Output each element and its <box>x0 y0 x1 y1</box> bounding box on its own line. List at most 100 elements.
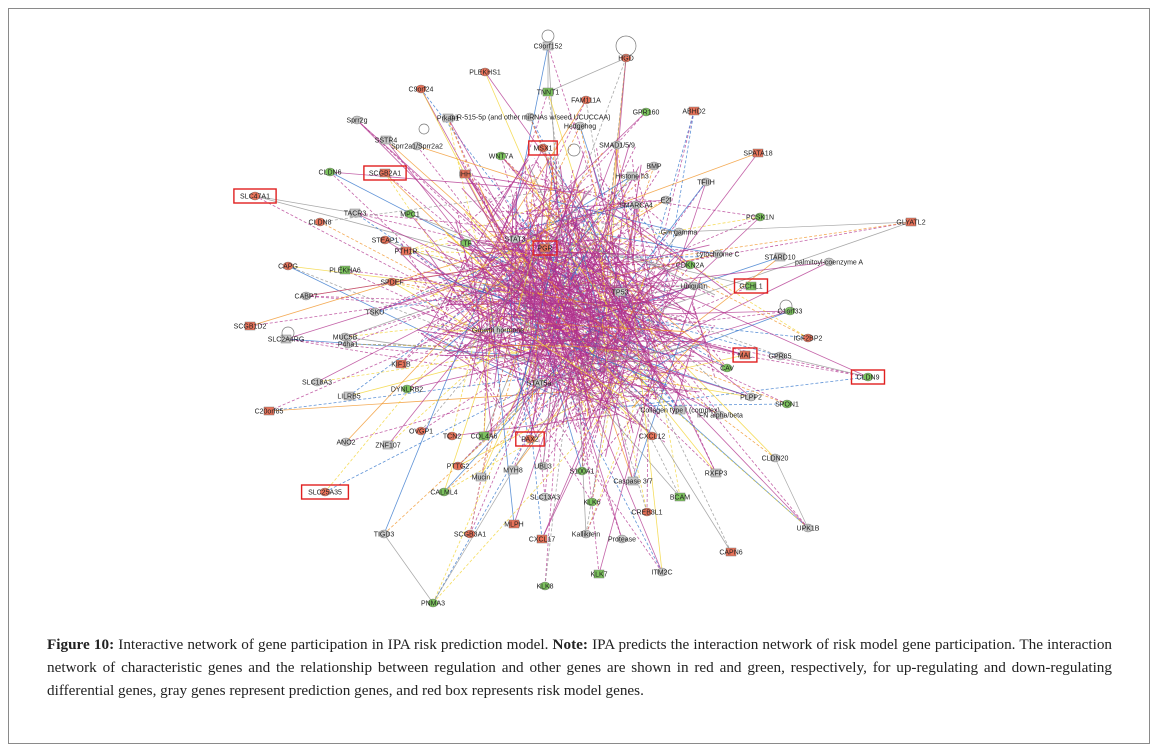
gene-label: STAT3 <box>505 237 526 244</box>
gene-label: CLDN8 <box>309 220 332 227</box>
gene-label: PCSK1N <box>746 215 774 222</box>
gene-marker <box>781 399 793 409</box>
gene-label: GPR85 <box>769 354 792 361</box>
gene-node-itm2c: ITM2C <box>652 567 673 577</box>
gene-label: P4ha1 <box>338 342 358 349</box>
gene-marker <box>395 359 407 369</box>
gene-node-spon1: SPON1 <box>775 399 799 409</box>
gene-label: PLPP2 <box>740 395 762 402</box>
gene-marker <box>282 261 294 271</box>
gene-label: PGR <box>537 246 552 253</box>
gene-node-pax2: PAX2 <box>521 434 539 444</box>
gene-marker <box>351 115 363 125</box>
gene-node-tsku: TSKU <box>366 307 384 317</box>
gene-marker <box>460 238 472 248</box>
gene-marker <box>688 106 700 116</box>
gene-marker <box>614 287 626 297</box>
gene-node-prkaa1: Prkaa1 <box>437 113 459 123</box>
risk-model-box <box>233 188 277 204</box>
gene-marker <box>721 363 733 373</box>
gene-marker <box>648 161 660 171</box>
gene-node-myh8: MYH8 <box>503 465 523 475</box>
gene-label: Histone h3 <box>615 174 649 181</box>
gene-marker <box>495 151 507 161</box>
gene-marker <box>300 291 312 301</box>
ipa-network-diagram: C9orf152 HGD PLEKHS1 TNNT1 FAM111A C9orf24 ABH… <box>233 29 926 608</box>
gene-label: SLC13A3 <box>530 495 560 502</box>
gene-label: STAT5a <box>527 381 552 388</box>
gene-node-hedgehog: Hedgehog <box>564 121 596 131</box>
gene-node-fam111a: FAM111A <box>571 95 601 105</box>
gene-marker <box>404 209 416 219</box>
gene-marker <box>524 434 536 444</box>
gene-node-scgb2a1: SCGB2A1 <box>369 168 401 178</box>
gene-node-collagen-type-i-complex: Collagen type I (complex) <box>640 405 720 415</box>
gene-label: C9orf24 <box>409 87 434 94</box>
gene-node-s100a1: S100A1 <box>570 466 595 476</box>
gene-node-tp53: TP53 <box>612 287 628 297</box>
gene-marker <box>492 325 504 335</box>
gene-label: Sprr2a1/Sprr2a2 <box>391 144 443 151</box>
gene-node-e2f: E2f <box>661 195 672 205</box>
gene-marker <box>400 246 412 256</box>
gene-marker <box>479 67 491 77</box>
gene-label: CXCL17 <box>529 537 556 544</box>
gene-label: CLDN20 <box>762 456 789 463</box>
gene-marker <box>674 492 686 502</box>
gene-label: PLEKHS1 <box>469 70 501 77</box>
gene-node-mlph: MLPH <box>504 519 524 529</box>
gene-marker <box>524 112 536 122</box>
gene-node-stat5a: STAT5a <box>527 378 552 388</box>
gene-node-palmitoyl-coenzyme-a: palmitoyl-coenzyme A <box>795 257 863 267</box>
gene-marker <box>382 440 394 450</box>
gene-node-bcam: BCAM <box>670 492 690 502</box>
gene-marker <box>386 277 398 287</box>
gene-node-mucin: Mucin <box>472 472 490 482</box>
gene-node-creb3l1: CREB3L1 <box>631 507 663 517</box>
gene-node-kif1b: KIF1B <box>391 359 411 369</box>
gene-node-mir-515-5p-and-other-mirnas-w-seed-ucuccaa: miR-515-5p (and other miRNAs w/seed UCUC… <box>449 112 611 122</box>
risk-model-box <box>732 347 758 363</box>
gene-label: Protease <box>608 537 636 544</box>
self-loop <box>418 123 430 135</box>
gene-node-pgr: PGR <box>537 243 553 253</box>
gene-node-capg: CAPG <box>278 261 298 271</box>
risk-model-box <box>515 431 545 447</box>
gene-marker <box>379 168 391 178</box>
gene-node-smad1-5-9: SMAD1/5/9 <box>599 140 635 150</box>
gene-label: SPDEF <box>380 280 403 287</box>
gene-marker <box>415 426 427 436</box>
gene-marker <box>415 84 427 94</box>
gene-marker <box>745 281 757 291</box>
gene-label: KIF1B <box>391 362 411 369</box>
gene-node-tfiih: TFIIH <box>697 177 715 187</box>
self-loop <box>779 299 793 313</box>
gene-node-cldn6: CLDN6 <box>319 167 342 177</box>
gene-label: SPON1 <box>775 402 799 409</box>
gene-node-c9orf152: C9orf152 <box>534 41 563 51</box>
gene-label: Caspase 3/7 <box>613 479 652 486</box>
gene-node-cxcl17: CXCL17 <box>529 534 556 544</box>
gene-marker <box>823 257 835 267</box>
gene-label: Growth hormone <box>472 328 524 335</box>
gene-label: Prkaa1 <box>437 116 459 123</box>
gene-label: E2f <box>661 198 672 205</box>
gene-label: ANO2 <box>336 440 355 447</box>
gene-label: BMP <box>646 164 662 171</box>
gene-node-tnnt1: TNNT1 <box>537 87 559 97</box>
gene-node-igf2bp2: IGF2BP2 <box>794 333 822 343</box>
gene-label: SLC25A35 <box>308 490 342 497</box>
gene-label: CAV <box>720 366 734 373</box>
gene-marker <box>754 212 766 222</box>
gene-label: WNT7A <box>489 154 514 161</box>
network-nodes: C9orf152 HGD PLEKHS1 TNNT1 FAM111A C9orf24 ABH… <box>233 29 926 608</box>
gene-label: SLC2A4RG <box>268 337 305 344</box>
gene-label: ZNF107 <box>375 443 400 450</box>
gene-node-cxcl12: CXCL12 <box>639 431 666 441</box>
gene-marker <box>539 492 551 502</box>
risk-model-box <box>850 369 886 385</box>
gene-node-gm-gamma: Gm gamma <box>661 227 697 237</box>
gene-marker <box>542 87 554 97</box>
gene-marker <box>478 431 490 441</box>
gene-label: CXCL12 <box>639 434 666 441</box>
